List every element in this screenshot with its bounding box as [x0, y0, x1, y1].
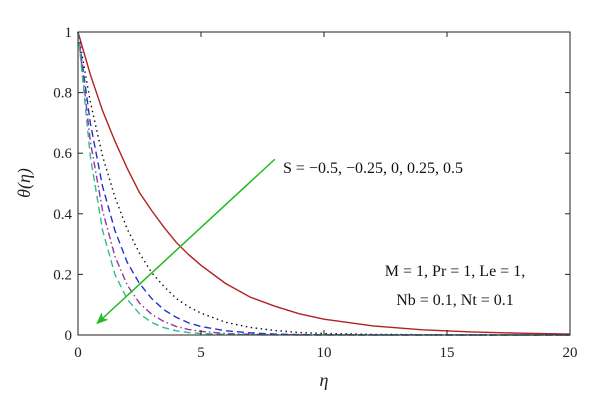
x-tick-label: 15 [440, 345, 455, 361]
series-line-4 [77, 31, 570, 336]
y-tick-label: 0 [65, 328, 73, 344]
series-line-3 [77, 31, 570, 336]
x-axis-label: η [320, 370, 329, 390]
parameter-line-1: M = 1, Pr = 1, Le = 1, [385, 263, 525, 280]
series-layer [77, 31, 571, 336]
y-tick-label: 0.2 [53, 267, 72, 283]
x-tick-label: 0 [74, 345, 82, 361]
y-tick-label: 1 [65, 25, 73, 41]
annotation-arrow [96, 158, 276, 325]
x-tick-label: 20 [563, 345, 578, 361]
y-axis-ticks: 0 0.2 0.4 0.6 0.8 1 [53, 25, 570, 344]
y-tick-label: 0.4 [53, 207, 72, 223]
series-line-1 [77, 31, 571, 335]
y-axis-label: θ(η) [14, 168, 35, 198]
series-line-2 [77, 31, 571, 336]
x-tick-label: 5 [197, 345, 205, 361]
x-axis-ticks: 0 5 10 15 20 [74, 32, 578, 361]
s-values-annotation: S = −0.5, −0.25, 0, 0.25, 0.5 [283, 160, 463, 177]
y-tick-label: 0.8 [53, 86, 72, 102]
arrow-layer [96, 158, 276, 325]
y-tick-label: 0.6 [53, 146, 72, 162]
series-line-5 [77, 31, 570, 336]
parameter-line-2: Nb = 0.1, Nt = 0.1 [396, 292, 514, 309]
x-tick-label: 10 [317, 345, 332, 361]
plot-frame [77, 31, 571, 336]
